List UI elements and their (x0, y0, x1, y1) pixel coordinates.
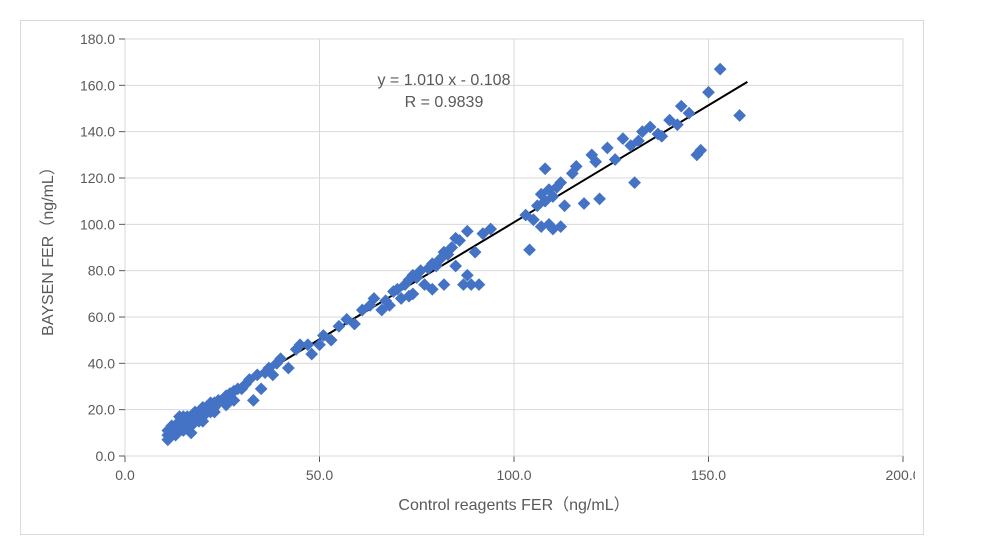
y-tick-label: 180.0 (80, 31, 115, 47)
y-tick-label: 160.0 (80, 77, 115, 93)
y-tick-label: 140.0 (80, 124, 115, 140)
y-tick-label: 100.0 (80, 216, 115, 232)
chart-outer-frame: 0.0 50.0 100.0 150.0 200.0 0.0 20.0 40.0 60.0 80.… (20, 20, 924, 535)
x-tick-label: 200.0 (885, 467, 915, 483)
x-tick-label: 100.0 (496, 467, 531, 483)
x-tick-label: 0.0 (115, 467, 135, 483)
chart-svg: 0.0 50.0 100.0 150.0 200.0 0.0 20.0 40.0 60.0 80.… (29, 29, 915, 526)
page-container: 0.0 50.0 100.0 150.0 200.0 0.0 20.0 40.0 60.0 80.… (0, 0, 984, 555)
y-tick-label: 20.0 (88, 402, 115, 418)
y-axis-title: BAYSEN FER（ng/mL） (39, 159, 57, 336)
y-tick-label: 40.0 (88, 355, 115, 371)
y-tick-label: 60.0 (88, 309, 115, 325)
regression-equation: y = 1.010 x - 0.108 (377, 72, 510, 89)
x-axis-title: Control reagents FER（ng/mL） (398, 496, 629, 514)
y-tick-label: 80.0 (88, 263, 115, 279)
y-tick-label: 0.0 (96, 448, 116, 464)
scatter-chart: 0.0 50.0 100.0 150.0 200.0 0.0 20.0 40.0 60.0 80.… (29, 29, 915, 526)
x-tick-label: 150.0 (691, 467, 726, 483)
x-tick-label: 50.0 (306, 467, 333, 483)
regression-r: R = 0.9839 (405, 94, 484, 111)
y-tick-label: 120.0 (80, 170, 115, 186)
